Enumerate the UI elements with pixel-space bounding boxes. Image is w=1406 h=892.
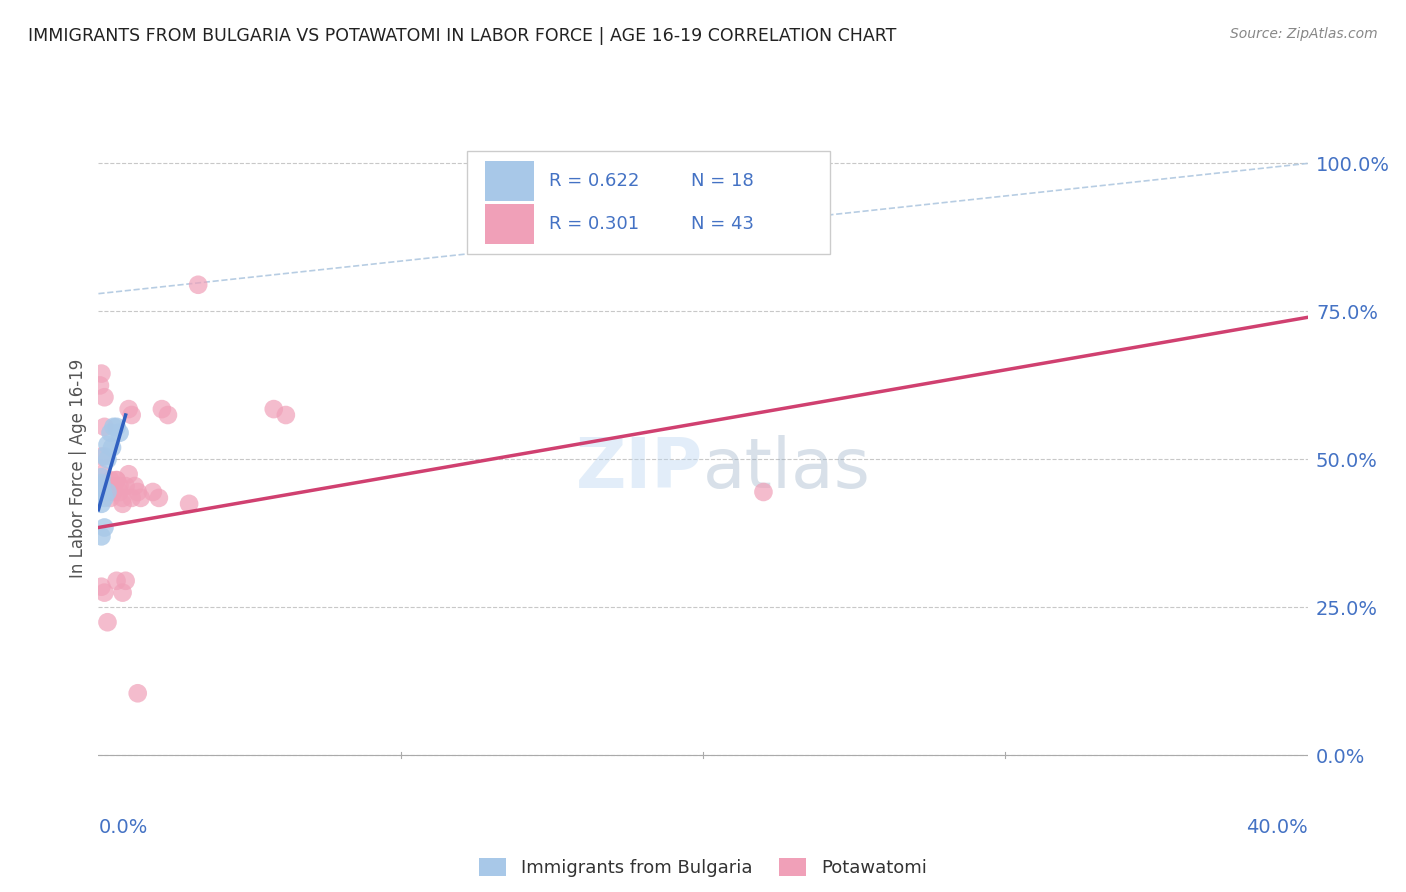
Point [90,529,112,543]
Text: IMMIGRANTS FROM BULGARIA VS POTAWATOMI IN LABOR FORCE | AGE 16-19 CORRELATION CH: IMMIGRANTS FROM BULGARIA VS POTAWATOMI I… [28,27,897,45]
Point [93,450,115,464]
Point [108,485,131,500]
Point [118,402,141,417]
FancyBboxPatch shape [467,151,830,254]
Point [93,479,115,493]
Point [100,425,122,440]
Point [179,497,201,511]
Point [124,479,146,493]
Point [274,408,297,422]
Point [93,585,115,599]
Point [93,390,115,404]
Point [156,408,179,422]
Point [96,485,118,500]
Text: ZIP: ZIP [575,434,703,502]
Point [148,491,170,505]
Point [90,467,112,482]
Point [96,485,118,500]
Text: N = 18: N = 18 [690,171,754,190]
Point [111,585,134,599]
Point [100,473,122,487]
Point [90,479,112,493]
Point [90,367,112,381]
Point [103,485,125,500]
Point [101,441,124,455]
Point [127,686,149,700]
Point [96,485,118,500]
Point [150,402,173,417]
Point [103,420,125,434]
Legend: Immigrants from Bulgaria, Potawatomi: Immigrants from Bulgaria, Potawatomi [472,850,934,884]
Point [121,408,143,422]
Point [96,437,118,451]
Point [263,402,285,417]
Point [108,479,131,493]
Text: N = 43: N = 43 [690,215,754,233]
Point [105,420,128,434]
Text: atlas: atlas [703,434,870,502]
Point [114,479,136,493]
Point [105,574,128,588]
Point [108,425,131,440]
Point [114,574,136,588]
Point [129,491,152,505]
Point [127,485,149,500]
Point [105,473,128,487]
Point [89,378,111,392]
Point [96,452,118,467]
Text: 0.0%: 0.0% [98,818,148,837]
Point [752,485,775,500]
Point [90,450,112,464]
Point [100,491,122,505]
Point [90,497,112,511]
Text: 40.0%: 40.0% [1246,818,1308,837]
Point [118,467,141,482]
Text: Source: ZipAtlas.com: Source: ZipAtlas.com [1230,27,1378,41]
Point [93,520,115,534]
Point [103,479,125,493]
Point [111,497,134,511]
Point [105,473,128,487]
Point [93,420,115,434]
Point [121,491,143,505]
Point [142,485,165,500]
Point [111,491,134,505]
Point [89,479,111,493]
Point [90,470,112,484]
Point [91,485,114,500]
FancyBboxPatch shape [485,161,534,201]
Point [90,580,112,594]
Point [187,277,209,292]
Text: R = 0.301: R = 0.301 [550,215,640,233]
FancyBboxPatch shape [485,204,534,244]
Y-axis label: In Labor Force | Age 16-19: In Labor Force | Age 16-19 [69,359,87,578]
Text: R = 0.622: R = 0.622 [550,171,640,190]
Point [93,491,115,505]
Point [90,476,112,491]
Point [96,615,118,630]
